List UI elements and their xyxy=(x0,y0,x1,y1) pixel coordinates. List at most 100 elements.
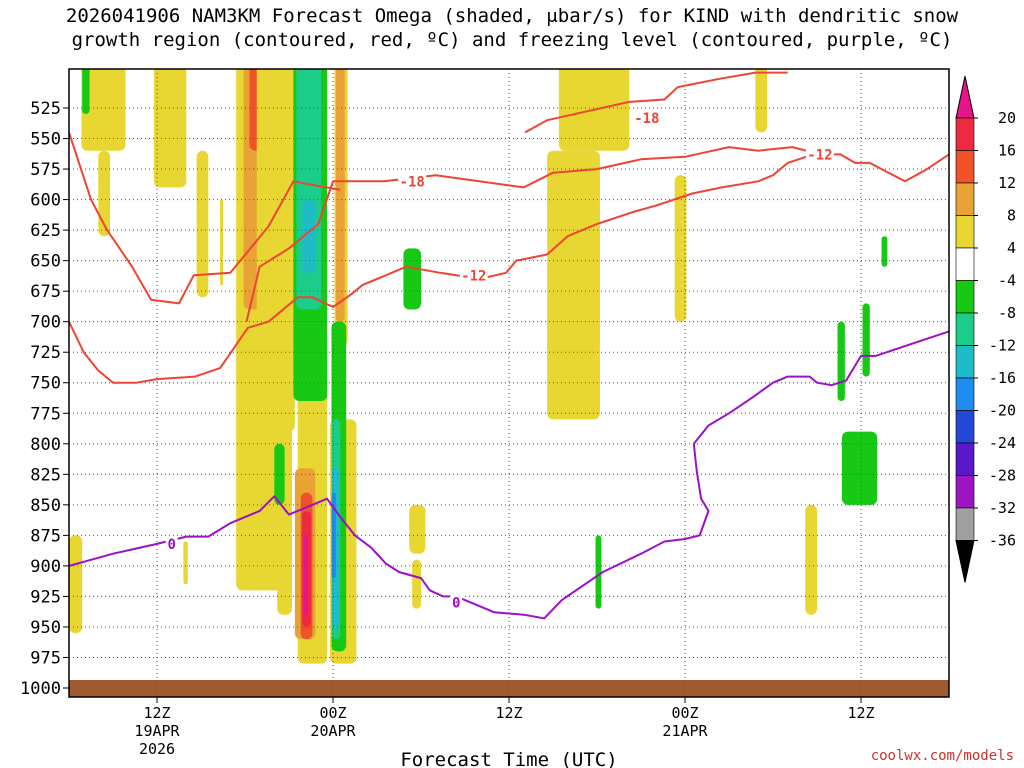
contour-labels: -18 -12 -18 -12 0 0 xyxy=(165,109,834,612)
contour-label-bg-1 xyxy=(805,146,834,162)
y-tick-label-700: 700 xyxy=(30,313,61,333)
colorbar-label-7: -12 xyxy=(989,337,1016,355)
contour-label-3: -12 xyxy=(461,268,486,284)
contour-label-bg-5 xyxy=(450,594,463,610)
y-tick-label-850: 850 xyxy=(30,496,61,516)
x-tick-year-6: 2026 xyxy=(139,740,175,758)
omega-shading xyxy=(69,69,888,664)
contour-label-1: -12 xyxy=(807,147,832,163)
omega-region-40 xyxy=(862,303,870,377)
omega-region-10 xyxy=(335,69,345,322)
y-tick-label-600: 600 xyxy=(30,191,61,211)
colorbar-bin-1 xyxy=(955,150,975,184)
omega-region-22 xyxy=(409,504,426,554)
y-tick-label-625: 625 xyxy=(30,221,61,241)
omega-region-30 xyxy=(302,199,316,273)
colorbar-label-9: -20 xyxy=(989,402,1016,420)
colorbar-bin-4 xyxy=(955,247,975,281)
omega-region-41 xyxy=(841,431,878,505)
y-tick-label-775: 775 xyxy=(30,404,61,424)
contour-label-bg-2 xyxy=(398,173,427,189)
contour-label-5: 0 xyxy=(452,596,460,612)
y-tick-label-900: 900 xyxy=(30,557,61,577)
colorbar-label-10: -24 xyxy=(989,434,1016,452)
colorbar-bin-11 xyxy=(955,475,975,509)
colorbar-bin-5 xyxy=(955,280,975,314)
omega-region-29 xyxy=(296,69,322,310)
y-tick-label-675: 675 xyxy=(30,282,61,302)
omega-region-2 xyxy=(154,69,187,188)
x-tick-label-6: 12Z xyxy=(143,704,170,722)
y-tick-label-550: 550 xyxy=(30,130,61,150)
contour-line-1 xyxy=(245,146,949,322)
omega-region-12 xyxy=(547,150,600,420)
colorbar-bin-9 xyxy=(955,410,975,444)
y-tick-label-750: 750 xyxy=(30,374,61,394)
y-tick-label-650: 650 xyxy=(30,252,61,272)
x-axis-title: Forecast Time (UTC) xyxy=(400,749,617,768)
colorbar-label-13: -36 xyxy=(989,532,1016,550)
colorbar-bin-2 xyxy=(955,182,975,216)
title-line-1: 2026041906 NAM3KM Forecast Omega (shaded… xyxy=(65,5,959,27)
colorbar-legend: 20 16 12 8 4 -4 -8 -12 -16 -20 -24 -28 -32 -36 xyxy=(955,75,1016,583)
omega-region-4 xyxy=(220,199,223,286)
omega-region-35 xyxy=(274,443,285,505)
colorbar-label-1: 16 xyxy=(998,142,1016,160)
x-tick-label-18: 00Z xyxy=(319,704,346,722)
contour-line-2 xyxy=(69,132,341,305)
y-tick-label-825: 825 xyxy=(30,465,61,485)
contour-lines xyxy=(69,71,949,620)
colorbar-label-12: -32 xyxy=(989,499,1016,517)
contour-line-0 xyxy=(524,71,788,134)
omega-region-25 xyxy=(183,541,188,585)
y-tick-label-800: 800 xyxy=(30,435,61,455)
site-credit: coolwx.com/models xyxy=(870,748,1014,764)
omega-region-39 xyxy=(837,321,845,402)
y-tick-label-875: 875 xyxy=(30,526,61,546)
colorbar-bin-3 xyxy=(955,215,975,249)
omega-region-36 xyxy=(403,248,421,310)
contour-line-3 xyxy=(69,152,818,384)
contour-label-bg-4 xyxy=(165,535,178,551)
contour-label-2: -18 xyxy=(400,174,425,190)
colorbar-label-8: -16 xyxy=(989,369,1016,387)
contour-label-0: -18 xyxy=(634,111,659,127)
y-tick-label-1000: 1000 xyxy=(20,679,61,699)
x-tick-label-54: 12Z xyxy=(847,704,874,722)
y-tick-label-725: 725 xyxy=(30,343,61,363)
colorbar-top-arrow xyxy=(955,75,975,119)
omega-region-26 xyxy=(805,504,817,615)
grid-lines xyxy=(69,69,949,697)
contour-line-4 xyxy=(69,330,949,620)
omega-region-1 xyxy=(98,150,111,237)
contour-label-bg-3 xyxy=(459,267,488,283)
omega-region-20 xyxy=(303,535,309,615)
x-tick-label-30: 12Z xyxy=(495,704,522,722)
colorbar-bin-8 xyxy=(955,377,975,411)
omega-region-24 xyxy=(69,535,83,634)
omega-region-37 xyxy=(595,535,602,609)
omega-region-8 xyxy=(256,69,295,432)
colorbar-label-2: 12 xyxy=(998,174,1016,192)
colorbar-bin-7 xyxy=(955,345,975,379)
colorbar-bin-10 xyxy=(955,442,975,476)
colorbar-label-5: -4 xyxy=(998,272,1016,290)
y-tick-label-525: 525 xyxy=(30,99,61,119)
colorbar-bin-12 xyxy=(955,507,975,541)
contour-label-bg-0 xyxy=(632,109,661,125)
omega-region-14 xyxy=(674,175,687,322)
chart-title: 2026041906 NAM3KM Forecast Omega (shaded… xyxy=(0,4,1024,52)
y-axis: 525 550 575 600 625 650 675 700 725 750 775 800 825 8… xyxy=(20,99,69,699)
x-tick-label-42: 00Z xyxy=(671,704,698,722)
x-tick-date-42: 21APR xyxy=(662,722,708,740)
omega-region-27 xyxy=(82,69,90,115)
y-tick-label-575: 575 xyxy=(30,160,61,180)
contour-label-4: 0 xyxy=(167,537,175,553)
colorbar-bin-0 xyxy=(955,117,975,151)
y-tick-label-950: 950 xyxy=(30,618,61,638)
omega-region-23 xyxy=(412,559,421,609)
colorbar-label-11: -28 xyxy=(989,467,1016,485)
y-tick-label-925: 925 xyxy=(30,587,61,607)
